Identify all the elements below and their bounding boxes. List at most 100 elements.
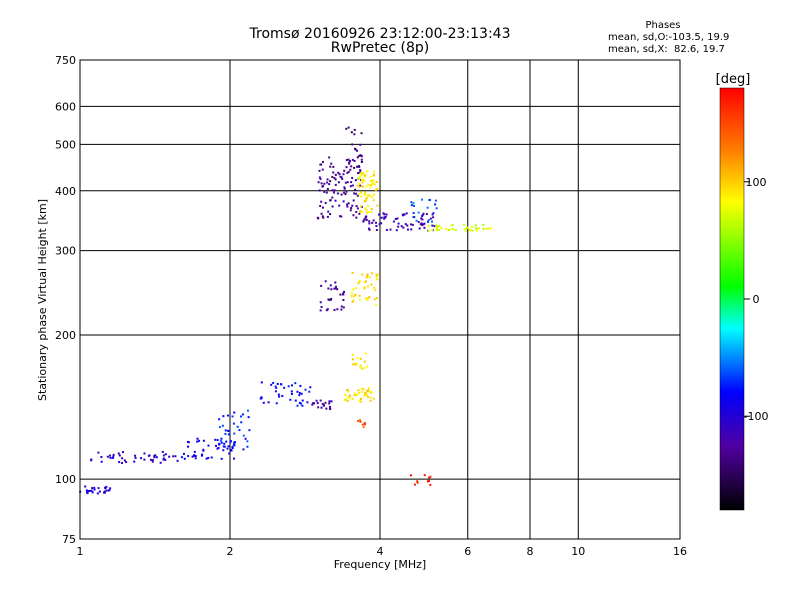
data-point [246, 409, 249, 412]
data-point [154, 454, 157, 457]
data-point [371, 221, 374, 224]
data-point [180, 456, 183, 459]
data-point [316, 216, 319, 219]
data-point [374, 189, 377, 192]
data-point [363, 422, 366, 425]
data-point [378, 223, 381, 226]
data-point [368, 296, 371, 299]
data-point [445, 228, 448, 231]
data-point [221, 424, 224, 427]
data-point [330, 400, 333, 403]
data-point [294, 399, 297, 402]
data-point [224, 432, 227, 435]
data-point [222, 415, 225, 418]
data-point [375, 276, 378, 279]
data-point [319, 309, 322, 312]
data-point [194, 457, 197, 460]
data-point [415, 219, 418, 222]
data-point [318, 169, 321, 172]
data-point [397, 225, 400, 228]
y-tick-label: 75 [62, 533, 76, 546]
data-point [372, 179, 375, 182]
data-point [321, 402, 324, 405]
data-point [311, 403, 314, 406]
data-point [360, 158, 363, 161]
data-point [356, 356, 359, 359]
data-point [107, 489, 110, 492]
data-point [378, 213, 381, 216]
data-point [365, 276, 368, 279]
data-point [320, 212, 323, 215]
data-point [482, 223, 485, 226]
data-point [227, 429, 230, 432]
data-point [290, 392, 293, 395]
data-point [183, 457, 186, 460]
data-point [151, 460, 154, 463]
data-point [402, 226, 405, 229]
data-point [355, 216, 358, 219]
data-point [353, 159, 356, 162]
data-point [406, 228, 409, 231]
data-point [410, 228, 413, 231]
data-point [201, 453, 204, 456]
data-point [376, 204, 379, 207]
data-point [373, 170, 376, 173]
data-point [276, 382, 279, 385]
data-point [336, 308, 339, 311]
data-point [487, 227, 490, 230]
data-point [363, 218, 366, 221]
data-point [352, 199, 355, 202]
data-point [345, 190, 348, 193]
data-point [230, 448, 233, 451]
data-point [368, 220, 371, 223]
data-point [385, 213, 388, 216]
data-point [358, 210, 361, 213]
data-point [417, 220, 420, 223]
data-point [345, 127, 348, 130]
data-point [354, 188, 357, 191]
data-point [353, 166, 356, 169]
x-tick-labels: 1 2 4 6 8 10 16 [77, 545, 688, 558]
data-point [437, 225, 440, 228]
data-point [242, 434, 245, 437]
data-point [334, 173, 337, 176]
data-point [375, 225, 378, 228]
data-point [220, 441, 223, 444]
data-point [356, 194, 359, 197]
data-point [359, 169, 362, 172]
data-point [118, 461, 121, 464]
data-point [328, 156, 331, 159]
data-point [364, 207, 367, 210]
data-point [375, 221, 378, 224]
data-point [348, 394, 351, 397]
data-point [334, 183, 337, 186]
data-point [366, 170, 369, 173]
data-point [327, 210, 330, 213]
data-point [373, 286, 376, 289]
data-point [369, 399, 372, 402]
data-point [162, 457, 165, 460]
data-point [233, 457, 236, 460]
data-point [372, 397, 375, 400]
data-point [351, 301, 354, 304]
data-point [346, 203, 349, 206]
data-point [227, 445, 230, 448]
data-point [346, 389, 349, 392]
data-point [412, 204, 415, 207]
data-point [355, 394, 358, 397]
data-point [429, 217, 432, 220]
data-point [343, 169, 346, 172]
data-point [241, 413, 244, 416]
data-point [366, 275, 369, 278]
data-point [196, 440, 199, 443]
data-point [365, 215, 368, 218]
data-point [374, 289, 377, 292]
data-point [340, 215, 343, 218]
data-point [233, 411, 236, 414]
data-point [435, 225, 438, 228]
data-point [317, 181, 320, 184]
data-point [358, 186, 361, 189]
data-point [246, 440, 249, 443]
data-point [322, 404, 325, 407]
data-point [373, 183, 376, 186]
